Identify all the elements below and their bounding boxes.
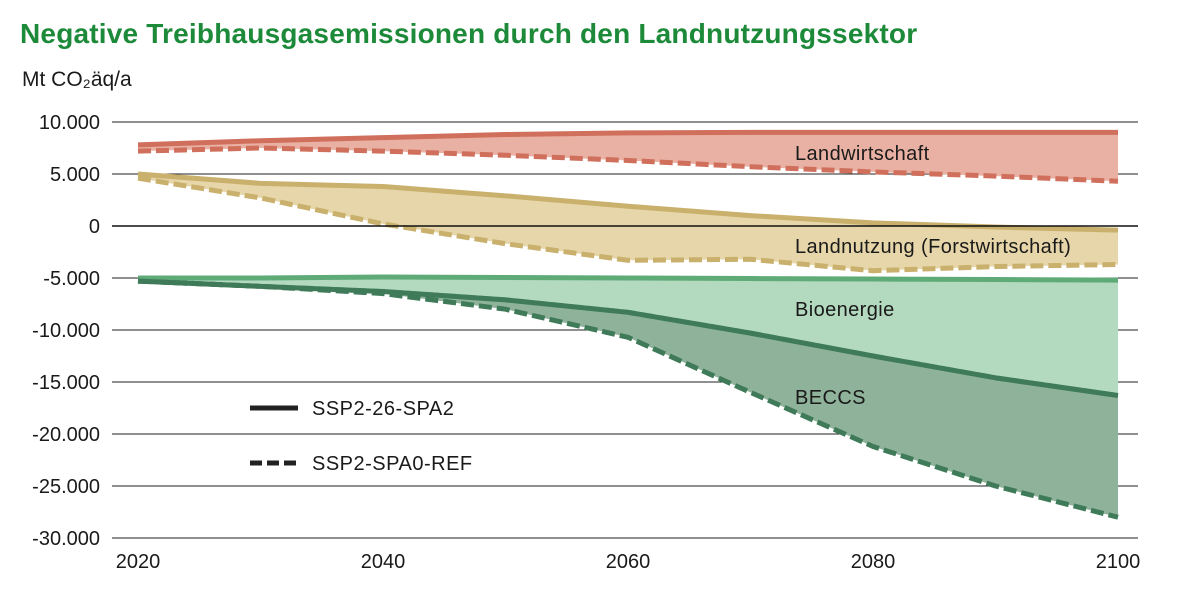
y-tick-label-7: -25.000 <box>32 476 100 498</box>
area-landnutzung-forstwirtschaft <box>138 174 1118 271</box>
y-tick-label-1: 5.000 <box>50 164 100 186</box>
series-label-landwirtschaft: Landwirtschaft <box>795 143 930 165</box>
line-dashed-landnutzung-forstwirtschaft <box>137 175 1119 274</box>
area-landwirtschaft <box>138 132 1118 182</box>
legend: SSP2-26-SPA2 SSP2-SPA0-REF <box>250 398 473 475</box>
x-tick-label-3: 2080 <box>851 551 896 573</box>
y-tick-label-6: -20.000 <box>32 424 100 446</box>
area-beccs <box>138 281 1118 518</box>
x-tick-labels: 2020 2040 2060 2080 2100 <box>116 551 1141 573</box>
series-lines <box>137 129 1119 520</box>
line-dashed-beccs <box>137 278 1119 520</box>
series-label-bioenergie: Bioenergie <box>795 299 895 321</box>
x-tick-label-0: 2020 <box>116 551 161 573</box>
y-axis-unit-label: Mt CO₂äq/a <box>22 68 132 91</box>
series-label-landnutzung-forstwirtschaft: Landnutzung (Forstwirtschaft) <box>795 236 1071 258</box>
legend-label-solid: SSP2-26-SPA2 <box>312 398 454 420</box>
x-tick-label-2: 2060 <box>606 551 651 573</box>
x-tick-label-1: 2040 <box>361 551 406 573</box>
y-tick-label-4: -10.000 <box>32 320 100 342</box>
y-tick-label-0: 10.000 <box>39 112 100 134</box>
y-tick-label-5: -15.000 <box>32 372 100 394</box>
y-tick-label-8: -30.000 <box>32 528 100 550</box>
line-solid-bioenergie <box>138 274 1119 283</box>
y-tick-label-3: -5.000 <box>43 268 100 290</box>
series-labels: Landwirtschaft Landnutzung (Forstwirtscha… <box>795 143 1071 409</box>
legend-label-dashed: SSP2-SPA0-REF <box>312 453 473 475</box>
chart-title: Negative Treibhausgasemissionen durch de… <box>20 18 918 49</box>
series-areas <box>138 132 1118 518</box>
series-label-beccs: BECCS <box>795 387 866 409</box>
line-solid-landwirtschaft <box>137 129 1118 148</box>
y-tick-labels: 10.000 5.000 0 -5.000 -10.000 -15.000 -20.000 -… <box>32 112 100 550</box>
line-dashed-landwirtschaft <box>137 145 1119 184</box>
area-bioenergie <box>138 276 1118 396</box>
x-tick-label-4: 2100 <box>1096 551 1141 573</box>
y-tick-label-2: 0 <box>89 216 100 238</box>
